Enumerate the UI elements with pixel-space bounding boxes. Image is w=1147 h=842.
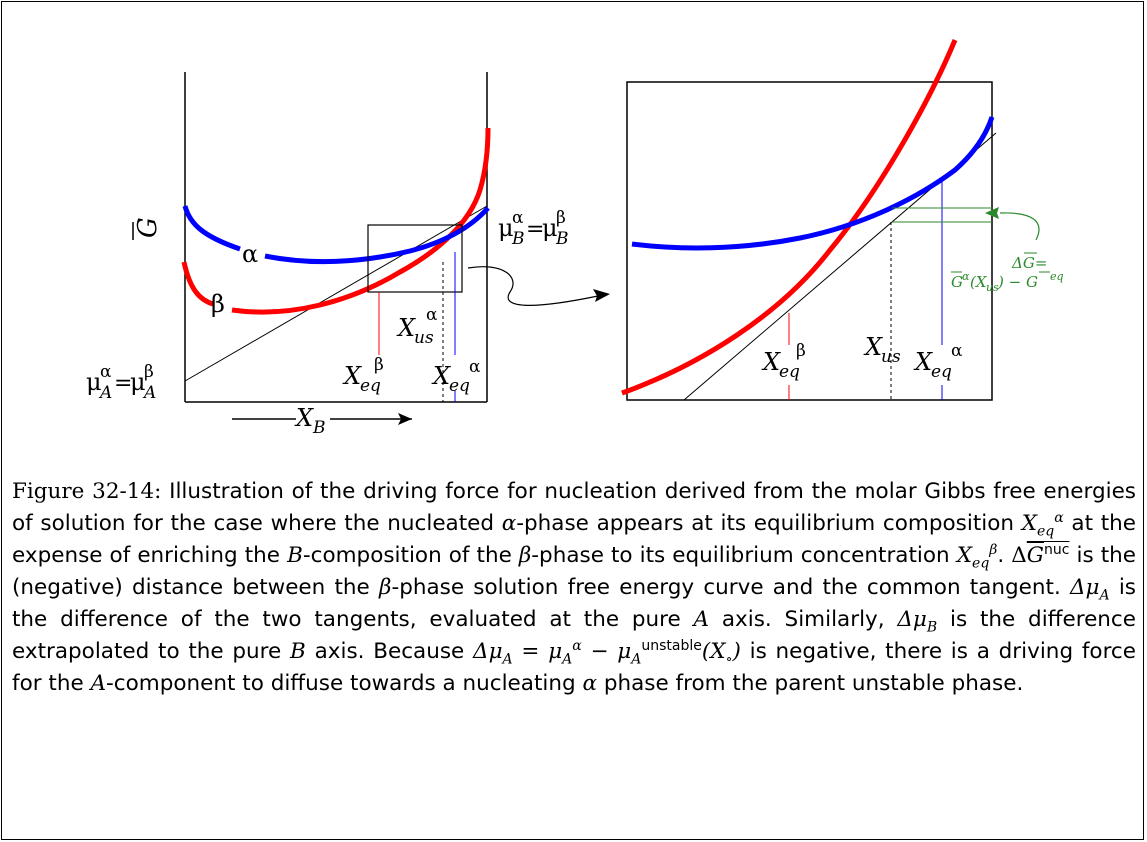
mu-a-label: μ α A = μ β A bbox=[86, 362, 156, 403]
figure-number: Figure 32-14: bbox=[12, 479, 162, 504]
left-alpha-curve bbox=[182, 205, 490, 265]
zoom-arrow bbox=[467, 266, 610, 306]
svg-text:X: X bbox=[294, 404, 314, 432]
svg-text:α: α bbox=[962, 270, 970, 283]
svg-text:B: B bbox=[312, 418, 326, 438]
gibbs-free-energy-figure: G α β μ α B = μ β B μ α A = μ β A X us α bbox=[86, 39, 1064, 438]
svg-text:eq: eq bbox=[449, 376, 470, 396]
svg-text:β: β bbox=[556, 208, 566, 228]
delta-g-annotation: ΔG= G α (X us ) − G eq bbox=[951, 252, 1064, 294]
svg-text:(X: (X bbox=[970, 273, 988, 291]
right-panel: ΔG= G α (X us ) − G eq X eq β X us X eq … bbox=[621, 39, 1064, 401]
svg-text:μ: μ bbox=[130, 368, 146, 396]
svg-text:A: A bbox=[98, 383, 112, 403]
x-axis-label: X B bbox=[232, 404, 412, 438]
svg-text:β: β bbox=[144, 362, 154, 382]
svg-text:X: X bbox=[396, 314, 416, 342]
svg-text:us: us bbox=[881, 347, 901, 367]
figure-caption: Figure 32-14: Illustration of the drivin… bbox=[12, 479, 1137, 696]
svg-text:eq: eq bbox=[779, 362, 800, 382]
y-axis-label: G bbox=[133, 217, 163, 238]
svg-text:α: α bbox=[100, 362, 112, 382]
svg-text:μ: μ bbox=[542, 214, 558, 242]
left-common-tangent bbox=[184, 205, 488, 382]
svg-text:=: = bbox=[114, 371, 132, 396]
svg-text:eq: eq bbox=[931, 362, 952, 382]
svg-text:α: α bbox=[951, 341, 963, 361]
right-x-eq-beta-label: X eq β bbox=[761, 341, 806, 382]
right-alpha-curve bbox=[631, 116, 995, 251]
svg-text:β: β bbox=[796, 341, 806, 361]
right-beta-curve bbox=[621, 39, 958, 396]
svg-text:X: X bbox=[761, 348, 781, 376]
svg-text:X: X bbox=[863, 333, 883, 361]
svg-text:=: = bbox=[526, 217, 544, 242]
svg-text:B: B bbox=[511, 229, 525, 249]
left-beta-curve bbox=[181, 127, 491, 315]
svg-text:A: A bbox=[142, 383, 156, 403]
svg-text:ΔG=: ΔG= bbox=[1011, 254, 1047, 272]
mu-b-label: μ α B = μ β B bbox=[498, 208, 569, 249]
svg-text:us: us bbox=[414, 328, 434, 348]
svg-text:eq: eq bbox=[360, 376, 381, 396]
svg-text:α: α bbox=[512, 208, 524, 228]
delta-g-arrowhead bbox=[985, 207, 999, 219]
left-panel: G α β μ α B = μ β B μ α A = μ β A X us α bbox=[86, 72, 610, 438]
left-x-eq-beta-label: X eq β bbox=[342, 355, 384, 396]
svg-text:X: X bbox=[342, 362, 362, 390]
beta-label: β bbox=[211, 290, 225, 318]
svg-text:) − G: ) − G bbox=[997, 273, 1038, 291]
svg-text:μ: μ bbox=[86, 368, 102, 396]
svg-text:α: α bbox=[426, 305, 438, 325]
delta-g-pointer bbox=[999, 212, 1040, 241]
left-x-us-label: X us α bbox=[396, 305, 438, 348]
svg-text:us: us bbox=[986, 281, 999, 294]
alpha-label: α bbox=[242, 240, 258, 268]
svg-text:B: B bbox=[555, 229, 569, 249]
svg-text:G: G bbox=[951, 273, 963, 291]
right-x-eq-alpha-label: X eq α bbox=[913, 341, 963, 382]
right-box bbox=[626, 81, 993, 401]
svg-text:X: X bbox=[431, 362, 451, 390]
zoom-box bbox=[367, 224, 463, 293]
svg-text:β: β bbox=[374, 355, 384, 375]
left-x-eq-alpha-label: X eq α bbox=[431, 357, 481, 396]
svg-text:μ: μ bbox=[498, 214, 514, 242]
svg-text:X: X bbox=[913, 348, 933, 376]
right-x-us-label: X us bbox=[863, 333, 901, 367]
svg-text:eq: eq bbox=[1050, 270, 1064, 283]
svg-text:α: α bbox=[469, 357, 481, 377]
